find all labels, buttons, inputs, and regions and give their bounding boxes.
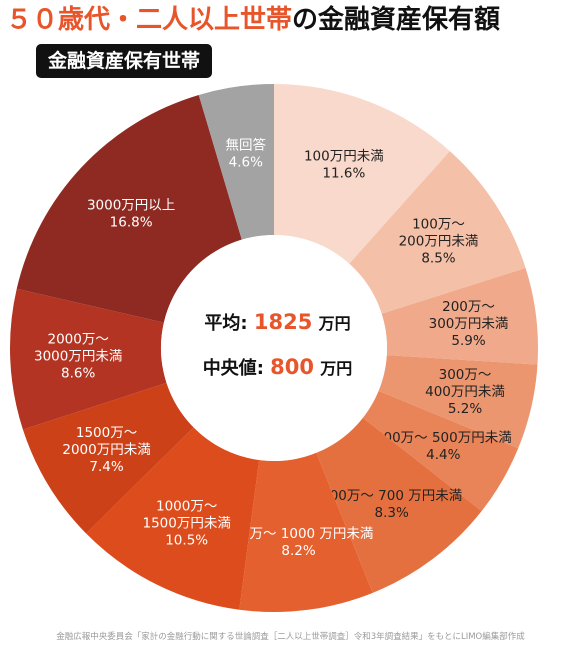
average-separator: : — [240, 313, 248, 334]
average-unit: 万円 — [318, 314, 351, 333]
slice-3 — [378, 355, 538, 449]
slice-7 — [86, 427, 260, 610]
chart-title-rest: の金融資産保有額 — [292, 5, 501, 35]
slice-label-line-1-1: 200万円未満 — [399, 233, 479, 249]
slice-label-5: 500万～ 700 万円未満 8.3% — [321, 488, 462, 521]
slice-value-4: 4.4% — [426, 447, 460, 463]
slice-label-line-10-0: 3000万円以上 — [87, 197, 175, 213]
median-unit: 万円 — [320, 359, 353, 378]
slice-label-line-2-0: 200万～ — [442, 299, 495, 315]
slice-value-10: 16.8% — [110, 214, 153, 230]
slice-0 — [274, 84, 450, 264]
slice-label-8: 1500万～ 2000万円未満 7.4% — [62, 425, 150, 475]
median-value: 800 — [270, 355, 315, 379]
average-value: 1825 — [253, 310, 313, 334]
slice-label-line-3-1: 400万円未満 — [425, 384, 505, 400]
slice-8 — [22, 382, 194, 534]
subtitle-badge: 金融資産保有世帯 — [36, 44, 213, 78]
slice-label-7: 1000万～ 1500万円未満 10.5% — [142, 498, 230, 548]
slice-label-2: 200万～ 300万円未満 5.9% — [429, 299, 509, 349]
slice-label-4: 400万～ 500万円未満 4.4% — [375, 430, 512, 463]
slice-label-line-9-1: 3000万円未満 — [34, 349, 122, 365]
slice-label-line-11-0: 無回答 — [226, 137, 267, 154]
slice-label-line-8-1: 2000万円未満 — [62, 442, 150, 458]
slice-label-line-9-0: 2000万～ — [48, 332, 109, 348]
slice-value-7: 10.5% — [165, 532, 208, 548]
slice-value-2: 5.9% — [451, 333, 485, 349]
chart-title: ５０歳代・二人以上世帯の金融資産保有額 — [6, 2, 500, 38]
median-readout: 中央値: 800 万円 — [0, 354, 568, 380]
slice-label-3: 300万～ 400万円未満 5.2% — [425, 367, 505, 417]
slice-label-0: 100万円未満 11.6% — [304, 148, 384, 181]
slice-10 — [16, 94, 242, 323]
slice-label-line-3-0: 300万～ — [439, 367, 492, 383]
median-label: 中央値 — [202, 358, 257, 379]
slice-value-0: 11.6% — [322, 165, 365, 181]
median-separator: : — [256, 358, 264, 379]
source-note: 金融広報中央委員会「家計の金融行動に関する世論調査［二人以上世帯調査］令和3年調… — [56, 632, 525, 642]
donut-hole — [161, 235, 387, 461]
slice-label-line-7-0: 1000万～ — [156, 498, 217, 514]
slice-9 — [9, 288, 167, 430]
slice-1 — [349, 151, 526, 314]
average-label: 平均 — [204, 313, 241, 334]
slice-label-11: 無回答 4.6% — [226, 137, 267, 171]
slice-value-6: 8.2% — [281, 543, 315, 559]
slice-value-1: 8.5% — [421, 250, 455, 266]
average-readout: 平均: 1825 万円 — [0, 309, 568, 335]
slice-value-9: 8.6% — [61, 366, 95, 382]
slice-label-line-2-1: 300万円未満 — [429, 316, 509, 332]
slice-label-line-4-0: 400万～ 500万円未満 — [375, 430, 512, 446]
slice-label-1: 100万～ 200万円未満 8.5% — [399, 216, 479, 266]
slice-label-line-6-0: 700万～ 1000 万円未満 — [224, 526, 374, 542]
slice-label-10: 3000万円以上 16.8% — [87, 197, 175, 230]
slice-6 — [239, 452, 373, 612]
slice-label-line-5-0: 500万～ 700 万円未満 — [321, 488, 462, 504]
slice-label-line-8-0: 1500万～ — [76, 425, 137, 441]
slice-5 — [316, 417, 482, 593]
slice-11 — [198, 84, 274, 240]
slice-value-5: 8.3% — [375, 505, 409, 521]
slice-4 — [362, 390, 519, 512]
slice-label-6: 700万～ 1000 万円未満 8.2% — [224, 526, 374, 559]
slice-value-8: 7.4% — [89, 459, 123, 475]
slice-value-3: 5.2% — [448, 401, 482, 417]
slice-label-line-7-1: 1500万円未満 — [142, 515, 230, 531]
slice-label-9: 2000万～ 3000万円未満 8.6% — [34, 332, 122, 382]
slice-label-line-1-0: 100万～ — [412, 216, 465, 232]
chart-title-highlight: ５０歳代・二人以上世帯 — [6, 5, 293, 35]
slice-label-line-0-0: 100万円未満 — [304, 148, 384, 164]
slice-value-11: 4.6% — [229, 155, 263, 171]
slice-2 — [381, 267, 538, 365]
